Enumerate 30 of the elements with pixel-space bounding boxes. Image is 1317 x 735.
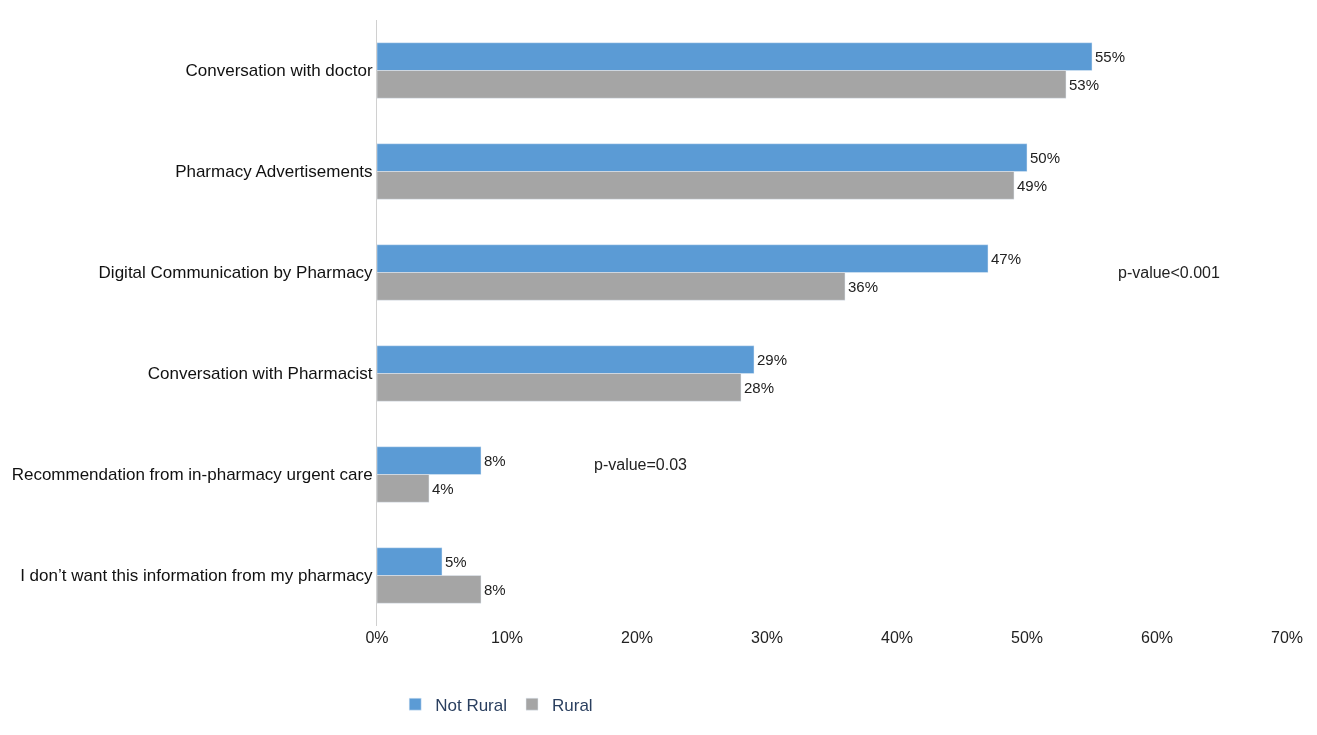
x-tick-label: 10% [490,629,524,646]
y-tick-label: Conversation with doctor [185,61,373,81]
data-label: 36% [848,277,879,295]
x-tick-label: 20% [620,629,654,646]
data-label: 47% [991,250,1022,268]
data-label: 50% [1030,149,1061,167]
data-label: 49% [1017,176,1048,194]
x-tick-label: 50% [1010,629,1044,646]
y-tick-label: I don’t want this information from my pharmacy [20,566,374,586]
annotation: p-value=0.03 [594,456,688,473]
x-tick-label: 60% [1140,629,1174,646]
y-tick-label: Digital Communication by Pharmacy [98,263,374,283]
data-label: 8% [484,580,506,598]
x-tick-label: 40% [880,629,914,646]
y-tick-label: Pharmacy Advertisements [175,162,373,182]
data-label: 8% [484,452,506,470]
x-tick-label: 70% [1270,629,1304,646]
data-label: 5% [445,553,467,571]
legend-label: Not Rural [435,695,508,715]
x-tick-label: 0% [365,629,389,646]
data-label: 28% [744,378,775,396]
data-label: 55% [1095,48,1126,66]
legend-label: Rural [552,695,593,715]
annotation: p-value<0.001 [1118,264,1220,281]
x-tick-label: 30% [750,629,784,646]
data-label: 29% [757,351,788,369]
y-tick-label: Conversation with Pharmacist [147,364,373,384]
data-label: 4% [432,479,454,497]
y-tick-label: Recommendation from in-pharmacy urgent care [11,465,373,485]
data-label: 53% [1069,75,1100,93]
